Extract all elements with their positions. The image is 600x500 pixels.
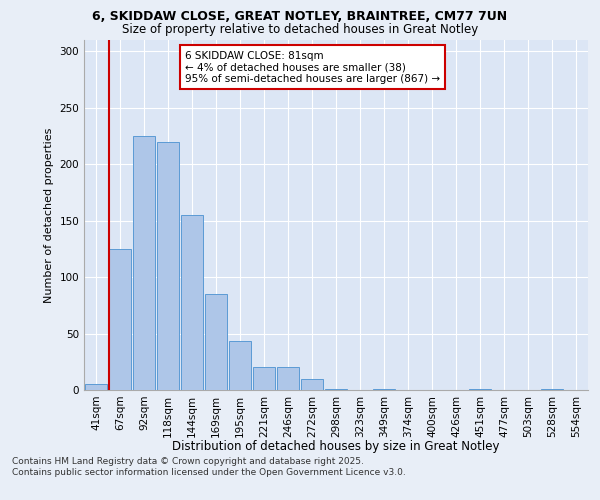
Text: Contains HM Land Registry data © Crown copyright and database right 2025.
Contai: Contains HM Land Registry data © Crown c… — [12, 458, 406, 477]
Bar — [301, 378, 323, 390]
Bar — [181, 215, 203, 390]
Bar — [109, 249, 131, 390]
Y-axis label: Number of detached properties: Number of detached properties — [44, 128, 54, 302]
Bar — [85, 384, 107, 390]
X-axis label: Distribution of detached houses by size in Great Notley: Distribution of detached houses by size … — [172, 440, 500, 453]
Bar — [325, 389, 347, 390]
Bar — [253, 368, 275, 390]
Bar — [277, 368, 299, 390]
Bar — [469, 389, 491, 390]
Bar — [205, 294, 227, 390]
Text: 6, SKIDDAW CLOSE, GREAT NOTLEY, BRAINTREE, CM77 7UN: 6, SKIDDAW CLOSE, GREAT NOTLEY, BRAINTRE… — [92, 10, 508, 23]
Bar — [229, 342, 251, 390]
Bar — [541, 389, 563, 390]
Bar — [133, 136, 155, 390]
Text: 6 SKIDDAW CLOSE: 81sqm
← 4% of detached houses are smaller (38)
95% of semi-deta: 6 SKIDDAW CLOSE: 81sqm ← 4% of detached … — [185, 50, 440, 84]
Bar — [373, 389, 395, 390]
Bar — [157, 142, 179, 390]
Text: Size of property relative to detached houses in Great Notley: Size of property relative to detached ho… — [122, 22, 478, 36]
